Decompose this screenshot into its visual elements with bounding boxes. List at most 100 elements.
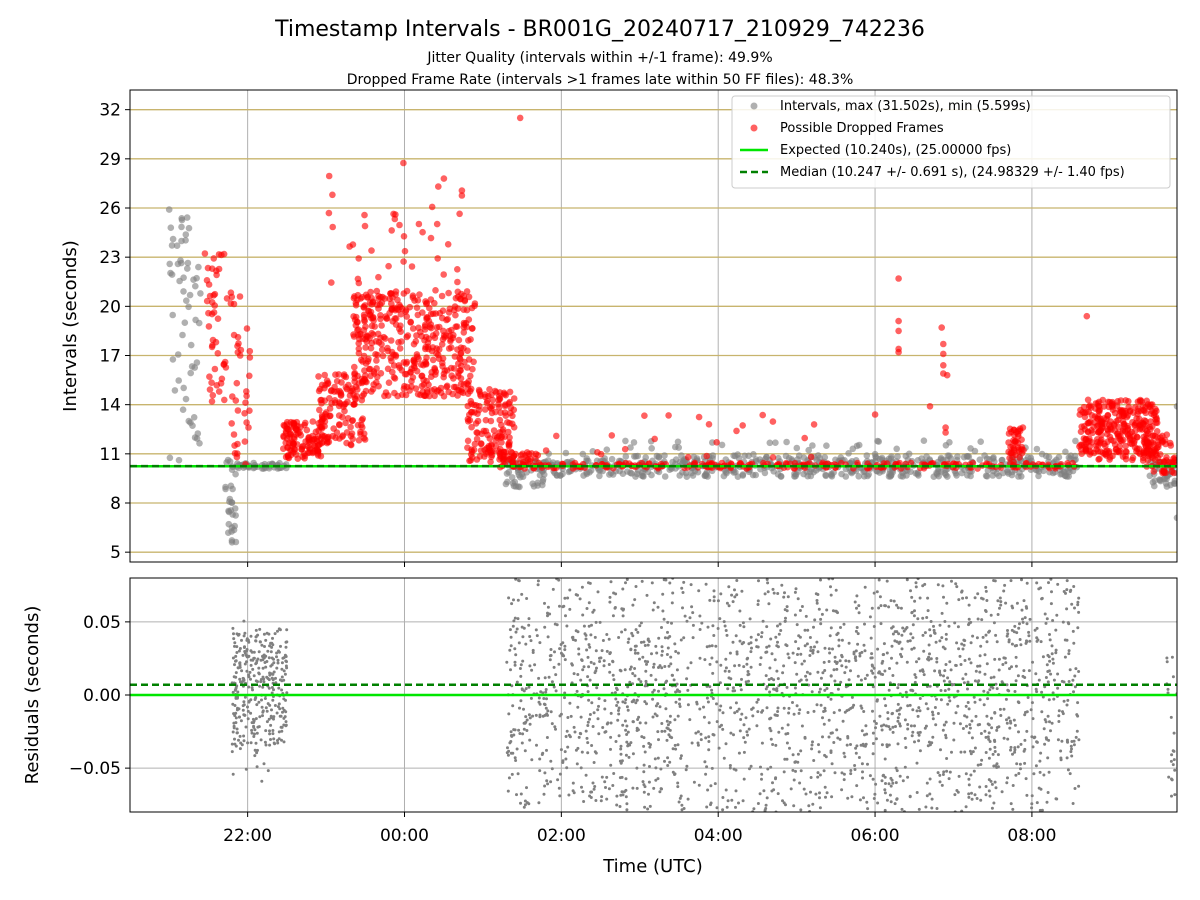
residual-point xyxy=(959,663,963,666)
residual-point xyxy=(1050,721,1054,725)
residual-point xyxy=(271,732,275,736)
dropped-frame-point xyxy=(1153,407,1160,415)
dropped-frame-point xyxy=(372,338,380,345)
residual-point xyxy=(871,752,875,756)
dropped-frame-point xyxy=(440,175,448,182)
residual-point xyxy=(656,777,660,781)
interval-point xyxy=(622,437,629,445)
dropped-frame-point xyxy=(1087,449,1095,456)
residual-point xyxy=(861,770,864,774)
residual-point xyxy=(623,628,627,632)
interval-point xyxy=(675,444,682,451)
residual-point xyxy=(269,716,273,720)
residual-point xyxy=(933,706,937,709)
residual-point xyxy=(721,711,725,715)
residual-point xyxy=(257,666,261,670)
interval-point xyxy=(189,422,196,430)
residual-point xyxy=(940,611,944,615)
interval-point xyxy=(722,468,730,476)
residual-point xyxy=(247,700,251,704)
residual-point xyxy=(918,749,922,753)
dropped-frame-point xyxy=(314,433,322,440)
residual-point xyxy=(648,804,652,808)
residual-point xyxy=(971,634,975,638)
dropped-frame-point xyxy=(325,209,333,217)
interval-point xyxy=(628,470,635,477)
residual-point xyxy=(769,765,773,769)
residual-point xyxy=(572,725,576,729)
dropped-frame-point xyxy=(392,353,400,360)
residual-point xyxy=(569,714,573,718)
residual-point xyxy=(891,725,895,729)
residual-point xyxy=(787,711,791,715)
residual-point xyxy=(996,613,1000,616)
dropped-frame-point xyxy=(435,183,442,190)
residual-point xyxy=(594,799,598,802)
residual-point xyxy=(764,803,768,807)
residual-point xyxy=(745,730,749,734)
interval-point xyxy=(187,341,195,349)
residual-point xyxy=(994,682,998,686)
dropped-frame-point xyxy=(404,332,412,339)
residual-point xyxy=(697,783,701,787)
dropped-frame-point xyxy=(463,323,471,331)
residual-point xyxy=(255,751,259,755)
dropped-frame-point xyxy=(285,454,292,461)
interval-point xyxy=(1045,453,1053,461)
residual-point xyxy=(830,731,834,735)
dropped-frame-point xyxy=(418,382,426,390)
residual-point xyxy=(537,696,541,700)
residual-point xyxy=(626,744,630,748)
dropped-frame-point xyxy=(495,400,502,408)
residual-point xyxy=(840,788,844,792)
residual-point xyxy=(984,751,988,754)
residual-point xyxy=(834,588,838,592)
residual-point xyxy=(944,736,948,740)
residual-point xyxy=(805,678,809,682)
residual-point xyxy=(617,709,620,712)
residual-point xyxy=(621,700,625,704)
residual-point xyxy=(735,593,739,597)
residual-point xyxy=(831,647,834,651)
interval-point xyxy=(166,454,174,462)
residual-point xyxy=(250,731,254,735)
residual-point xyxy=(518,667,522,670)
residual-point xyxy=(1033,735,1037,739)
residual-point xyxy=(733,588,736,592)
dropped-frame-point xyxy=(507,404,515,412)
residual-point xyxy=(768,666,772,670)
dropped-frame-point xyxy=(1139,420,1147,427)
dropped-frame-point xyxy=(422,345,429,353)
residual-point xyxy=(676,785,680,789)
residual-point xyxy=(638,624,642,628)
residual-point xyxy=(897,632,901,636)
residual-point xyxy=(1069,750,1073,754)
residual-point xyxy=(793,661,797,665)
residual-point xyxy=(254,696,258,700)
residual-point xyxy=(838,737,842,741)
residual-point xyxy=(757,579,760,583)
residual-point xyxy=(943,620,947,623)
residual-point xyxy=(254,717,258,721)
residual-point xyxy=(521,732,525,736)
residual-point xyxy=(938,669,942,673)
residual-point xyxy=(733,711,737,715)
residual-point xyxy=(784,616,787,620)
dropped-frame-point xyxy=(454,288,462,296)
residual-point xyxy=(1060,739,1064,743)
residual-point xyxy=(803,628,807,632)
residual-point xyxy=(1039,787,1043,791)
residual-point xyxy=(1050,590,1053,594)
residual-point xyxy=(598,660,602,663)
residual-point xyxy=(234,671,238,675)
residual-point xyxy=(522,727,526,731)
residual-point xyxy=(889,599,893,603)
dropped-frame-point xyxy=(733,427,740,435)
residual-point xyxy=(811,651,815,655)
residual-point xyxy=(662,617,666,621)
residual-point xyxy=(520,592,524,596)
residual-point xyxy=(775,687,779,691)
residual-point xyxy=(969,752,973,756)
residual-point xyxy=(800,605,804,608)
residual-point xyxy=(549,710,553,714)
